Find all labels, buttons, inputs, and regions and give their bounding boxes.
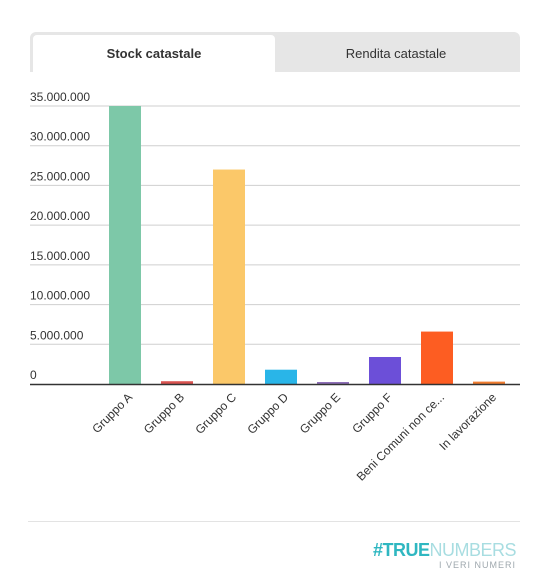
x-tick-label: Gruppo B (141, 390, 187, 436)
y-tick-label: 30.000.000 (30, 130, 90, 144)
x-tick-label: Gruppo E (297, 390, 343, 436)
bar-5 (317, 382, 349, 384)
y-tick-label: 35.000.000 (30, 90, 90, 104)
y-tick-label: 10.000.000 (30, 289, 90, 303)
bar-3 (213, 169, 245, 384)
bar-2 (161, 381, 193, 384)
tab-bar: Stock catastale Rendita catastale (30, 32, 520, 72)
brand-wordmark: #TRUENUMBERS (372, 540, 517, 560)
y-tick-label: 15.000.000 (30, 249, 90, 263)
truenumbers-logo: #TRUENUMBERS I VERI NUMERI (372, 540, 517, 570)
y-tick-label: 0 (30, 368, 37, 382)
y-tick-label: 5.000.000 (30, 328, 84, 342)
x-tick-label: Gruppo D (244, 390, 291, 437)
y-tick-label: 20.000.000 (30, 209, 90, 223)
tab-stock-catastale[interactable]: Stock catastale (33, 35, 275, 72)
bar-chart: 0 5.000.000 10.000.000 15.000.000 20.000.000… (30, 90, 520, 484)
bar-7 (421, 331, 453, 384)
x-tick-label: Beni Comuni non ce... (354, 390, 447, 483)
bar-1 (109, 106, 141, 384)
bar-4 (265, 369, 297, 384)
x-tick-label: Gruppo F (349, 390, 395, 436)
brand-tagline: I VERI NUMERI (438, 560, 516, 570)
x-tick-label: Gruppo A (89, 390, 135, 436)
footer-divider (28, 521, 520, 522)
y-tick-label: 25.000.000 (30, 169, 90, 183)
bar-6 (369, 356, 401, 384)
tab-rendita-catastale[interactable]: Rendita catastale (345, 46, 447, 61)
bar-8 (473, 381, 505, 384)
x-tick-label: Gruppo C (192, 390, 239, 437)
